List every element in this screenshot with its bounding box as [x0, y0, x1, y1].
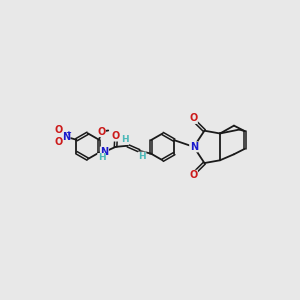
Text: O: O [189, 170, 197, 180]
Text: H: H [121, 135, 129, 144]
Text: O: O [112, 131, 120, 141]
Text: O: O [97, 127, 105, 136]
Text: H: H [98, 154, 105, 163]
Text: O: O [189, 113, 197, 124]
Text: O: O [55, 125, 63, 135]
Text: H: H [138, 152, 146, 161]
Text: N: N [100, 147, 109, 157]
Text: N: N [62, 132, 70, 142]
Text: O: O [54, 137, 63, 147]
Text: N: N [190, 142, 198, 152]
Text: +: + [65, 130, 71, 136]
